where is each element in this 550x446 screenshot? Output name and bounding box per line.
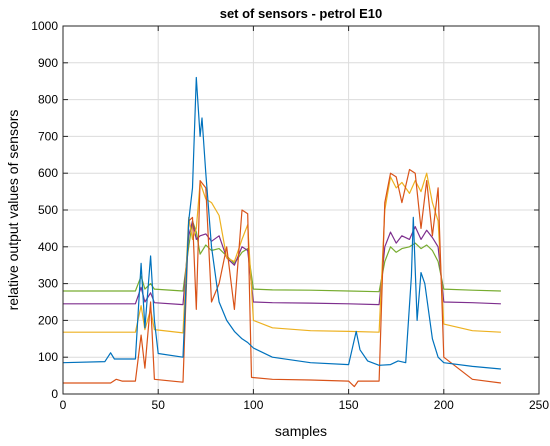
series-line-2: [63, 220, 501, 306]
series-line-5: [62, 76, 501, 370]
x-tick-label: 250: [529, 398, 549, 412]
tick-marks: [62, 25, 540, 395]
x-axis-label: samples: [275, 423, 327, 439]
series-line-1: [63, 220, 501, 293]
chart-title: set of sensors - petrol E10: [220, 6, 383, 21]
y-tick-label: 500: [38, 203, 58, 217]
y-tick-label: 200: [38, 313, 58, 327]
series-line-3: [63, 172, 501, 334]
series-line-4: [63, 168, 501, 388]
series-lines: [62, 76, 501, 388]
y-tick-label: 800: [38, 93, 58, 107]
y-tick-label: 600: [38, 166, 58, 180]
y-tick-label: 1000: [31, 19, 58, 33]
y-tick-labels: 0 100 200 300 400 500 600 700 800 900 1000: [31, 19, 58, 401]
x-tick-label: 0: [60, 398, 67, 412]
y-tick-label: 400: [38, 240, 58, 254]
y-tick-label: 100: [38, 350, 58, 364]
x-tick-label: 50: [152, 398, 166, 412]
x-tick-label: 200: [434, 398, 454, 412]
y-tick-label: 0: [51, 387, 58, 401]
x-tick-label: 100: [243, 398, 263, 412]
x-tick-labels: 0 50 100 150 200 250: [60, 398, 550, 412]
x-tick-label: 150: [339, 398, 359, 412]
grid: [63, 26, 539, 394]
y-tick-label: 300: [38, 277, 58, 291]
y-tick-label: 700: [38, 129, 58, 143]
y-tick-label: 900: [38, 56, 58, 70]
y-axis-label: relative output values of sensors: [5, 110, 21, 311]
